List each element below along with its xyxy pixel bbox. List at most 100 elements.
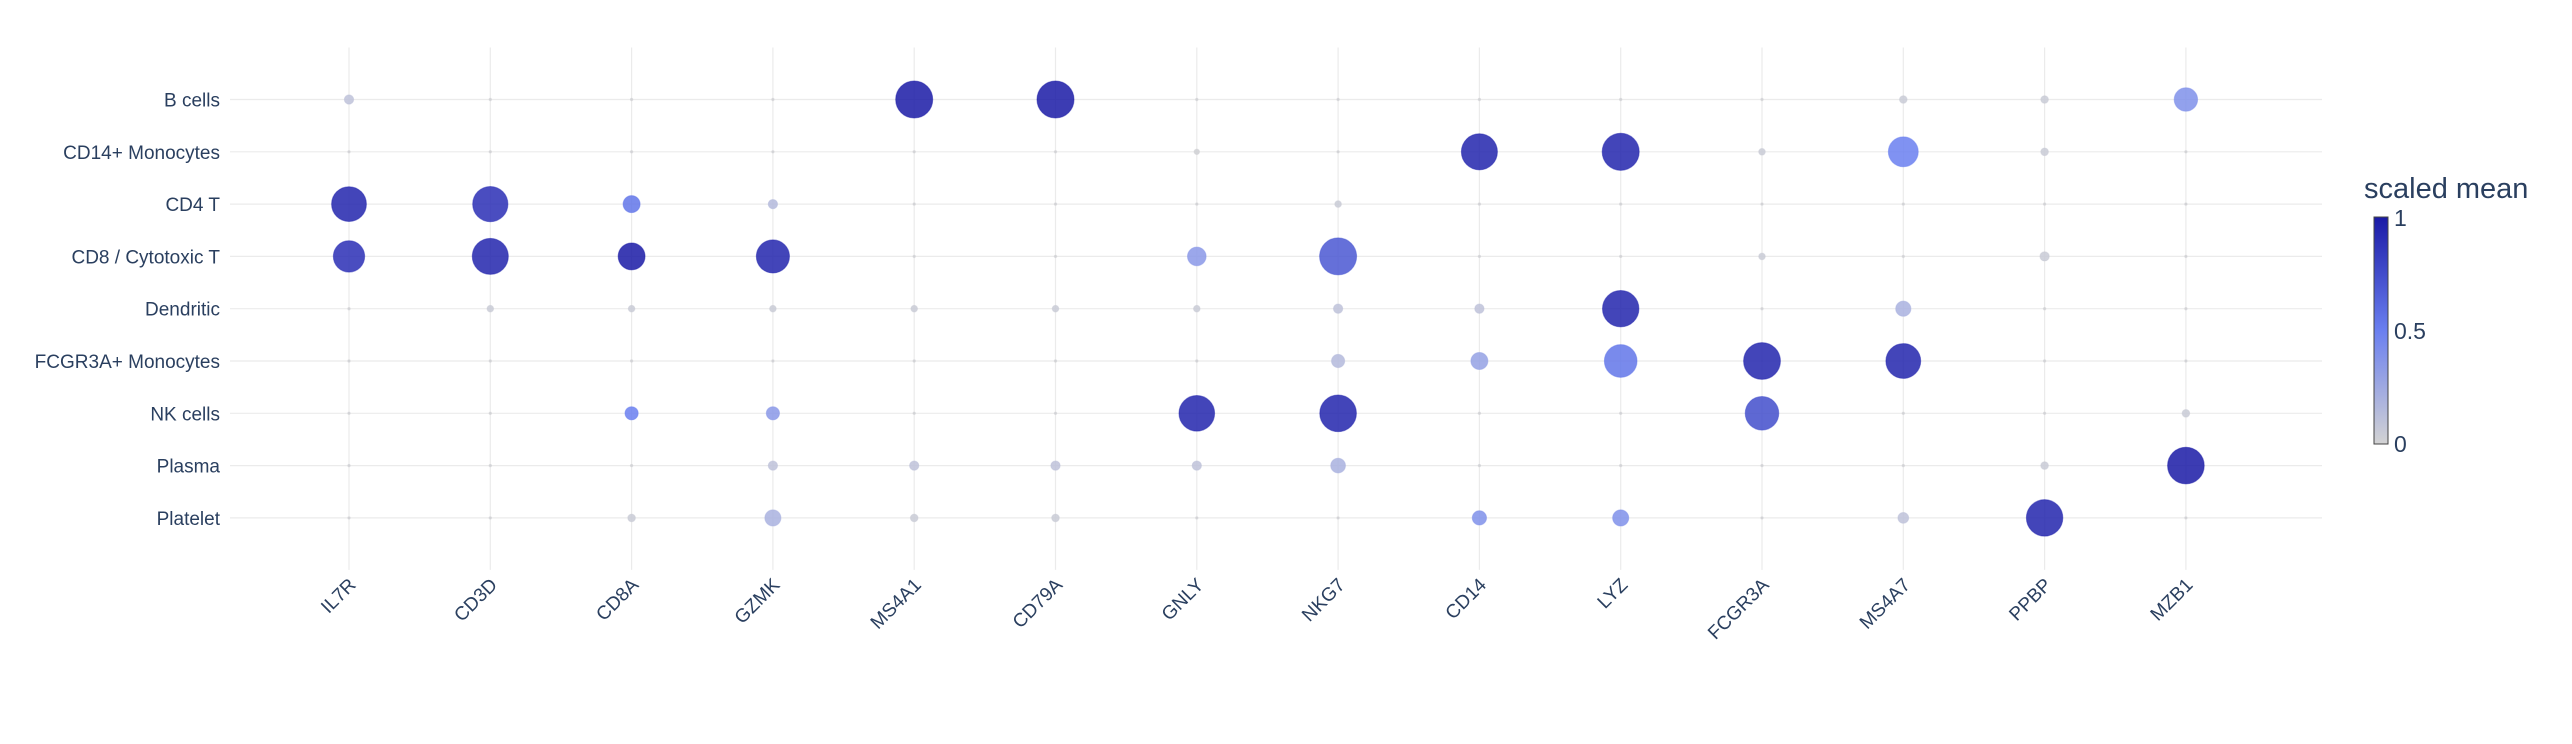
dot-marker xyxy=(627,304,636,313)
dot-marker xyxy=(622,195,641,214)
dot-marker xyxy=(488,97,492,102)
dot-marker xyxy=(1193,304,1201,313)
dot-marker xyxy=(1195,202,1199,206)
dot-marker xyxy=(2184,516,2188,520)
dot-marker xyxy=(2040,461,2049,470)
dot-marker xyxy=(2184,359,2188,363)
dot-marker xyxy=(909,513,919,523)
dot-marker xyxy=(1619,202,1623,206)
x-tick-label: CD8A xyxy=(592,574,643,625)
dot-marker xyxy=(1471,510,1488,526)
y-tick-label: Plasma xyxy=(157,457,221,478)
dot-marker xyxy=(331,186,367,223)
dot-marker xyxy=(1053,411,1058,415)
dot-marker xyxy=(912,202,916,206)
dot-marker xyxy=(347,411,351,415)
dot-marker xyxy=(769,304,777,313)
dot-marker xyxy=(1331,353,1346,369)
dot-marker xyxy=(1477,463,1482,468)
dot-marker xyxy=(1612,509,1630,527)
dot-marker xyxy=(1336,516,1340,520)
dot-marker xyxy=(764,509,782,527)
dot-marker xyxy=(2184,254,2188,259)
dot-marker xyxy=(1760,516,1764,520)
dot-marker xyxy=(1336,150,1340,154)
colorbar-tick-max: 1 xyxy=(2394,205,2407,231)
dot-marker xyxy=(912,359,916,363)
x-tick-label: LYZ xyxy=(1594,574,1633,613)
dot-marker xyxy=(1334,200,1342,208)
dot-marker xyxy=(1758,148,1766,156)
x-axis-labels: IL7R CD3D CD8A GZMK MS4A1 CD79A GNLY NKG7 CD14 LY… xyxy=(317,574,2197,644)
dot-marker xyxy=(347,150,351,154)
dot-marker xyxy=(629,97,634,102)
dot-marker xyxy=(1895,300,1912,317)
dot-marker xyxy=(347,463,351,468)
y-axis-labels: B cells CD14+ Monocytes CD4 T CD8 / Cytotox… xyxy=(35,91,221,530)
dot-marker xyxy=(1477,254,1482,259)
dot-marker xyxy=(1053,150,1058,154)
dot-marker xyxy=(1901,202,1906,206)
x-tick-label: FCGR3A xyxy=(1704,574,1774,644)
dot-marker xyxy=(1760,463,1764,468)
dot-marker xyxy=(629,359,634,363)
dot-marker xyxy=(2042,359,2047,363)
dot-marker xyxy=(2025,499,2064,537)
grid-lines xyxy=(230,47,2322,570)
dot-marker xyxy=(1619,254,1623,259)
dot-marker xyxy=(1901,463,1906,468)
dot-marker xyxy=(1758,252,1766,261)
dot-marker xyxy=(347,516,351,520)
colorbar-tick-min: 0 xyxy=(2394,431,2407,457)
dot-marker xyxy=(1887,136,1919,168)
dot-marker xyxy=(488,463,492,468)
dot-marker xyxy=(488,516,492,520)
x-tick-label: CD14 xyxy=(1442,574,1492,624)
dot-marker xyxy=(1195,97,1199,102)
dot-marker xyxy=(1186,246,1207,267)
dot-marker xyxy=(2167,446,2205,485)
dot-marker xyxy=(1619,463,1623,468)
dot-marker xyxy=(2184,150,2188,154)
dot-marker xyxy=(1330,457,1346,474)
dot-marker xyxy=(771,97,775,102)
dot-marker xyxy=(1899,95,1908,104)
dot-marker xyxy=(471,237,509,275)
dot-markers xyxy=(331,80,2205,537)
dot-marker xyxy=(629,463,634,468)
dot-marker xyxy=(1332,303,1344,314)
dot-marker xyxy=(2042,307,2047,311)
x-tick-label: GZMK xyxy=(731,574,785,628)
dot-marker xyxy=(1053,254,1058,259)
dot-marker xyxy=(1050,460,1061,471)
dot-marker xyxy=(1053,359,1058,363)
dot-marker xyxy=(771,150,775,154)
dot-marker xyxy=(1901,254,1906,259)
dot-marker xyxy=(1051,513,1060,523)
dot-marker xyxy=(472,185,509,223)
dot-marker xyxy=(1760,202,1764,206)
dot-marker xyxy=(910,304,918,313)
dot-marker xyxy=(1743,342,1781,380)
dot-marker xyxy=(1477,202,1482,206)
dot-marker xyxy=(912,150,916,154)
x-tick-label: MS4A7 xyxy=(1856,575,1915,634)
dot-marker xyxy=(624,406,639,421)
dot-marker xyxy=(2181,409,2191,418)
dot-marker xyxy=(1195,359,1199,363)
dot-marker xyxy=(1051,304,1060,313)
y-tick-label: CD14+ Monocytes xyxy=(63,143,220,164)
dot-marker xyxy=(1319,237,1358,276)
y-tick-label: CD4 T xyxy=(165,195,220,216)
colorbar-gradient xyxy=(2373,216,2389,445)
dot-marker xyxy=(343,94,355,105)
dot-marker xyxy=(629,150,634,154)
y-tick-label: CD8 / Cytotoxic T xyxy=(71,247,220,268)
y-tick-label: FCGR3A+ Monocytes xyxy=(35,352,220,373)
dot-marker xyxy=(2040,95,2049,104)
dot-marker xyxy=(1619,411,1623,415)
dot-marker xyxy=(1885,343,1922,379)
dot-marker xyxy=(1178,394,1216,432)
dot-marker xyxy=(617,242,646,271)
